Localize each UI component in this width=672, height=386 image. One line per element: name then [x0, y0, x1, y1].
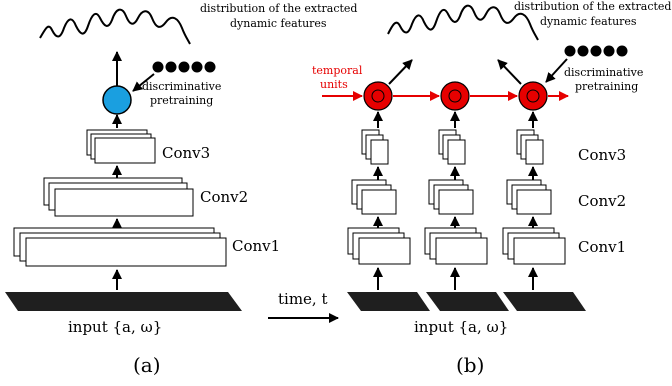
temporal-units-label-line2: units: [320, 78, 348, 91]
arrow-unit1-to-curve: [388, 59, 413, 85]
conv2-label-b: Conv2: [578, 192, 626, 210]
conv3-stack-b2: [438, 129, 466, 165]
distribution-curve-a: [39, 8, 191, 45]
input-bar-a: [5, 292, 242, 311]
conv1-stack-b2: [424, 227, 488, 265]
pretraining-label-a-line2: pretraining: [150, 94, 213, 107]
arrow-pretraining-a: [132, 73, 155, 92]
conv1-label-b: Conv1: [578, 238, 626, 256]
pretraining-label-b-line1: discriminative: [564, 66, 643, 79]
conv2-stack-b1: [351, 179, 397, 215]
input-label-a: input {a, ω}: [68, 318, 162, 336]
pretraining-dots-a: [152, 61, 216, 73]
time-axis: time, t: [268, 290, 339, 323]
arrow-pretraining-b: [545, 58, 568, 83]
temporal-units-label-line1: temporal: [312, 64, 363, 77]
conv3-label-a: Conv3: [162, 144, 210, 162]
conv1-stack-b1: [347, 227, 411, 265]
time-label: time, t: [278, 290, 328, 308]
temporal-unit-3: [518, 81, 548, 111]
input-label-b: input {a, ω}: [414, 318, 508, 336]
feature-node-a: [102, 85, 132, 115]
column-2: [424, 111, 509, 311]
pretraining-dots-b: [564, 45, 628, 57]
temporal-unit-2: [440, 81, 470, 111]
conv2-stack-b2: [428, 179, 474, 215]
conv1-stack-a: [13, 227, 227, 267]
pretraining-label-b-line2: pretraining: [575, 80, 638, 93]
distribution-caption-b-line2: dynamic features: [540, 15, 637, 28]
conv3-stack-a: [86, 129, 156, 164]
conv2-label-a: Conv2: [200, 188, 248, 206]
temporal-unit-1: [363, 81, 393, 111]
panel-a-caption: (a): [133, 353, 161, 377]
column-3: [502, 111, 586, 311]
input-bar-b2: [426, 292, 509, 311]
conv1-stack-b3: [502, 227, 566, 265]
input-bar-b3: [503, 292, 586, 311]
conv2-stack-a: [43, 177, 194, 217]
conv3-label-b: Conv3: [578, 146, 626, 164]
panel-b-caption: (b): [456, 353, 484, 377]
distribution-caption-a-line2: dynamic features: [230, 17, 327, 30]
conv3-stack-b1: [361, 129, 389, 165]
conv1-label-a: Conv1: [232, 237, 280, 255]
pretraining-label-a-line1: discriminative: [142, 80, 221, 93]
column-1: [347, 111, 430, 311]
input-bar-b1: [347, 292, 430, 311]
distribution-caption-a-line1: distribution of the extracted: [200, 2, 357, 15]
panel-b: distribution of the extracted dynamic fe…: [312, 0, 671, 377]
panel-a: distribution of the extracted dynamic fe…: [5, 2, 357, 377]
conv2-stack-b3: [506, 179, 552, 215]
conv3-stack-b3: [516, 129, 544, 165]
distribution-caption-b-line1: distribution of the extracted: [514, 0, 671, 13]
arrow-unit3-to-curve: [497, 59, 522, 85]
distribution-curve-b: [387, 4, 539, 41]
